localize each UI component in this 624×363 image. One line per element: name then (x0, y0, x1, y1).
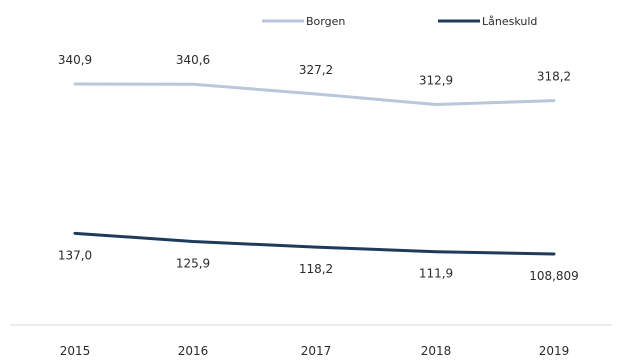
data-label: 340,6 (176, 53, 210, 67)
series-line-borgen (73, 82, 556, 107)
data-label: 340,9 (58, 53, 92, 67)
series-lines (73, 82, 556, 256)
data-label: 111,9 (419, 267, 453, 281)
data-labels: 340,9 340,6 327,2 312,9 318,2 137,0 125,9 118,2… (58, 53, 579, 283)
data-label: 125,9 (176, 256, 210, 270)
data-label: 108,809 (529, 269, 579, 283)
data-label: 318,2 (537, 70, 571, 84)
data-label: 118,2 (299, 262, 333, 276)
x-tick-label: 2015 (60, 344, 91, 358)
x-tick-label: 2018 (421, 344, 452, 358)
legend-label: Borgen (306, 15, 345, 28)
legend: Borgen Låneskuld (262, 15, 537, 28)
series-line-laneskuld (73, 231, 556, 256)
data-label: 312,9 (419, 74, 453, 88)
data-label: 137,0 (58, 248, 92, 262)
x-tick-label: 2016 (178, 344, 209, 358)
legend-label: Låneskuld (482, 15, 537, 28)
x-tick-label: 2019 (539, 344, 570, 358)
x-axis-tick-labels: 2015 2016 2017 2018 2019 (60, 344, 570, 358)
x-tick-label: 2017 (301, 344, 332, 358)
data-label: 327,2 (299, 63, 333, 77)
